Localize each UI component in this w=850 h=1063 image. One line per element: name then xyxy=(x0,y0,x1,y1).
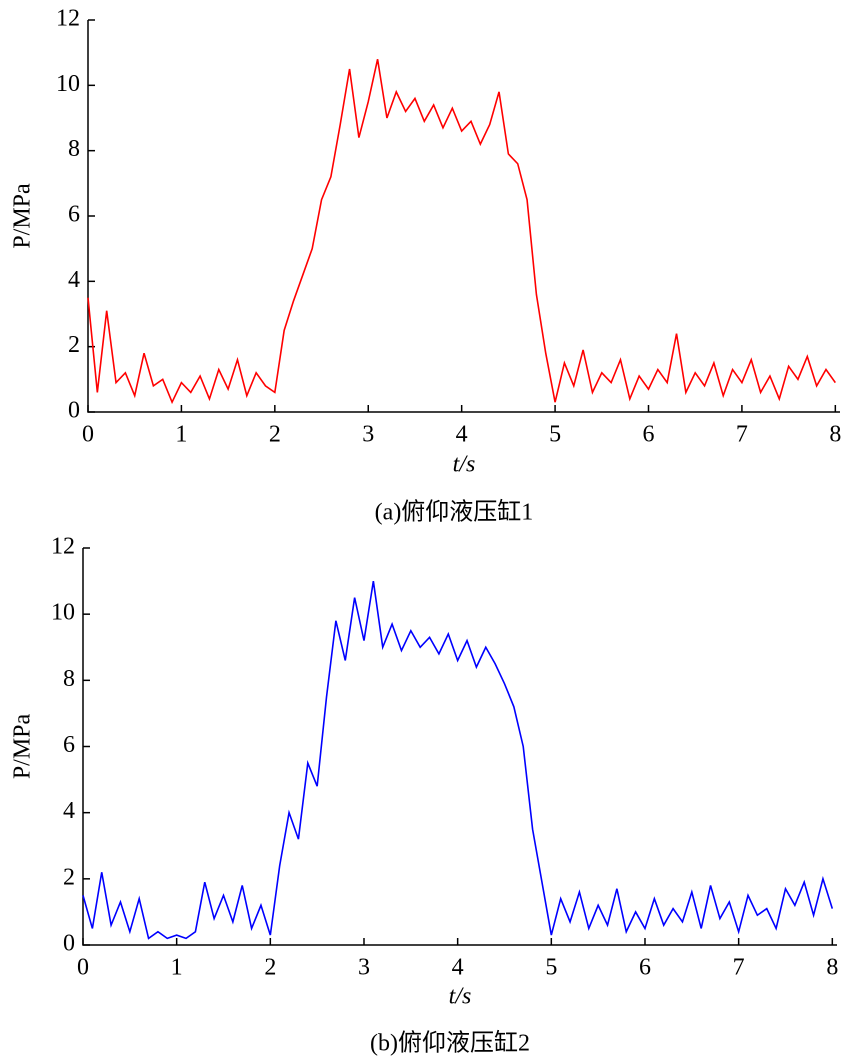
y-tick-label: 8 xyxy=(68,136,80,162)
x-tick-label: 7 xyxy=(736,422,748,448)
y-tick-label: 0 xyxy=(68,398,80,424)
x-axis-label: t/s xyxy=(449,984,472,1010)
y-tick-label: 4 xyxy=(68,267,80,293)
x-tick-label: 2 xyxy=(269,422,281,448)
x-tick-label: 2 xyxy=(264,955,276,981)
data-line xyxy=(82,580,834,940)
y-tick-label: 6 xyxy=(63,732,75,758)
y-tick-label: 0 xyxy=(63,931,75,957)
axes xyxy=(82,548,837,946)
x-tick-label: 1 xyxy=(175,422,187,448)
x-tick-label: 4 xyxy=(456,422,468,448)
x-tick-label: 3 xyxy=(358,955,370,981)
x-tick-label: 3 xyxy=(362,422,374,448)
y-tick-label: 2 xyxy=(68,332,80,358)
y-axis-label: P/MPa xyxy=(10,183,36,249)
x-tick-label: 4 xyxy=(452,955,464,981)
y-axis-label: P/MPa xyxy=(10,713,36,779)
x-tick-label: 6 xyxy=(642,422,654,448)
y-tick-label: 10 xyxy=(56,71,80,97)
x-tick-label: 1 xyxy=(171,955,183,981)
x-tick-label: 6 xyxy=(639,955,651,981)
x-tick-label: 0 xyxy=(77,955,89,981)
data-line xyxy=(87,59,836,405)
axes xyxy=(87,20,840,413)
x-tick-label: 8 xyxy=(829,422,841,448)
y-tick-label: 12 xyxy=(56,6,80,32)
x-tick-label: 8 xyxy=(826,955,838,981)
x-axis-label: t/s xyxy=(453,452,476,478)
x-tick-label: 5 xyxy=(545,955,557,981)
x-tick-label: 5 xyxy=(549,422,561,448)
y-tick-label: 8 xyxy=(63,666,75,692)
y-tick-label: 2 xyxy=(63,864,75,890)
caption: (b)俯仰液压缸2 xyxy=(370,1030,530,1057)
y-tick-label: 6 xyxy=(68,202,80,228)
y-tick-label: 4 xyxy=(63,798,75,824)
y-tick-label: 12 xyxy=(51,534,75,560)
x-tick-label: 0 xyxy=(82,422,94,448)
x-tick-label: 7 xyxy=(733,955,745,981)
y-tick-label: 10 xyxy=(51,600,75,626)
caption: (a)俯仰液压缸1 xyxy=(375,499,534,526)
